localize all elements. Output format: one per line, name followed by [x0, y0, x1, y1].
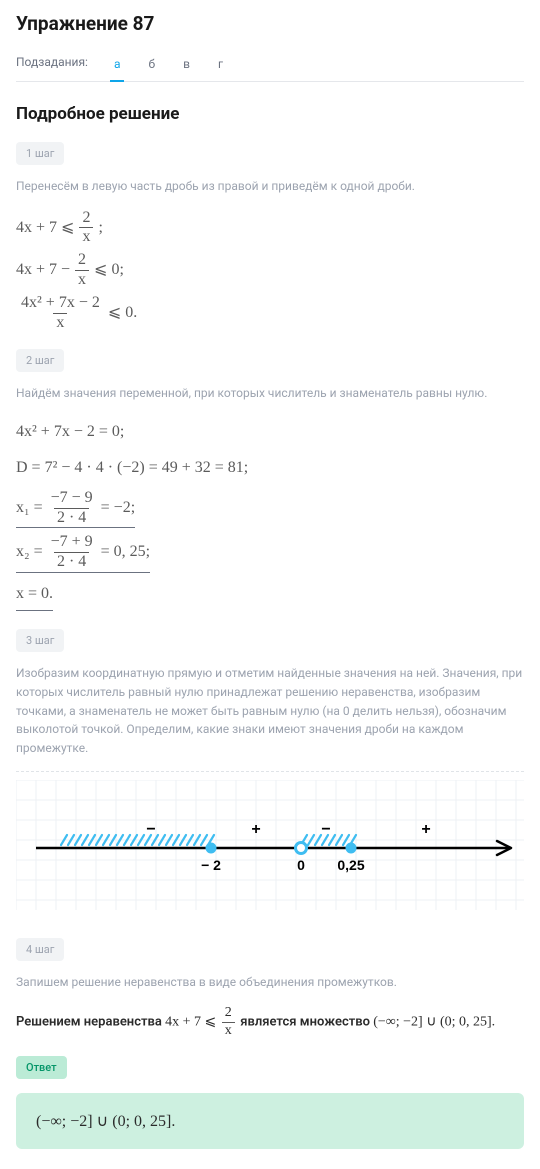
subtasks-label: Подзадания:	[16, 55, 88, 79]
answer-section: Ответ (−∞; −2] ∪ (0; 0, 25].	[16, 1056, 524, 1149]
frac-den: x	[222, 1022, 235, 1039]
step-text: Перенесём в левую часть дробь из правой …	[16, 177, 524, 196]
step-4: 4 шаг Запишем решение неравенства в виде…	[16, 938, 524, 992]
step-badge: 2 шаг	[16, 349, 64, 372]
step-2: 2 шаг Найдём значения переменной, при ко…	[16, 349, 524, 611]
subtasks-row: Подзадания: а б в г	[16, 53, 524, 82]
step-badge: 1 шаг	[16, 142, 64, 165]
svg-text:−: −	[321, 821, 330, 838]
svg-text:− 2: − 2	[201, 857, 221, 873]
math-block: 4x + 7 ⩽ 2x;4x + 7 − 2x ⩽ 0;4x² + 7x − 2…	[16, 210, 524, 332]
number-line-svg: − + − + − 2 0 0,25	[16, 780, 524, 910]
conclusion-prefix: Решением неравенства	[16, 1014, 165, 1029]
conclusion-set: (−∞; −2] ∪ (0; 0, 25].	[373, 1014, 495, 1029]
detailed-solution-title: Подробное решение	[16, 104, 524, 124]
number-line-chart: − + − + − 2 0 0,25	[16, 771, 524, 910]
step-text: Изобразим координатную прямую и отметим …	[16, 664, 524, 757]
answer-badge: Ответ	[16, 1056, 67, 1079]
step-text: Найдём значения переменной, при которых …	[16, 384, 524, 403]
conclusion-frac: 2x	[222, 1006, 235, 1038]
conclusion-middle: является множество	[240, 1014, 373, 1029]
tab-a[interactable]: а	[100, 53, 135, 81]
svg-text:+: +	[251, 821, 260, 838]
step-badge: 4 шаг	[16, 938, 64, 961]
svg-text:−: −	[146, 821, 155, 838]
exercise-title: Упражнение 87	[16, 12, 524, 35]
tab-g[interactable]: г	[204, 53, 237, 81]
math-block: 4x² + 7x − 2 = 0;D = 7² − 4 · 4 · (−2) =…	[16, 417, 524, 611]
conclusion: Решением неравенства 4x + 7 ⩽ 2x являетс…	[16, 1006, 524, 1038]
step-3: 3 шаг Изобразим координатную прямую и от…	[16, 629, 524, 910]
conclusion-ineq-left: 4x + 7 ⩽	[165, 1014, 220, 1029]
svg-text:+: +	[421, 821, 430, 838]
svg-text:0,25: 0,25	[337, 857, 364, 873]
tab-b[interactable]: б	[134, 53, 169, 81]
answer-block: (−∞; −2] ∪ (0; 0, 25].	[16, 1093, 524, 1149]
svg-text:0: 0	[297, 857, 305, 873]
step-1: 1 шаг Перенесём в левую часть дробь из п…	[16, 142, 524, 331]
frac-num: 2	[222, 1006, 235, 1022]
tab-v[interactable]: в	[169, 53, 204, 81]
step-badge: 3 шаг	[16, 629, 64, 652]
step-text: Запишем решение неравенства в виде объед…	[16, 973, 524, 992]
